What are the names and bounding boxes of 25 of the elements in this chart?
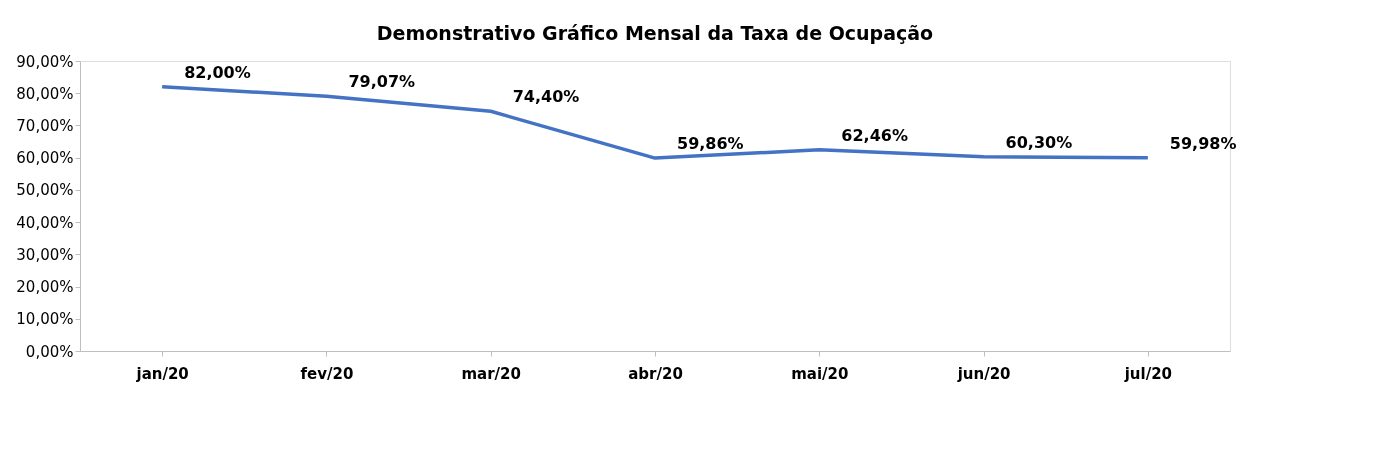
- y-tick-label: 50,00%: [16, 181, 74, 200]
- y-tick-label: 20,00%: [16, 278, 74, 297]
- data-label: 60,30%: [1005, 132, 1073, 152]
- x-tick-label: jan/20: [135, 364, 189, 383]
- x-tick-label: jun/20: [956, 364, 1011, 383]
- y-tick-label: 10,00%: [16, 310, 74, 329]
- chart-title: Demonstrativo Gráfico Mensal da Taxa de Ocupação: [376, 22, 934, 44]
- x-tick-label: mar/20: [461, 364, 521, 383]
- y-tick-label: 60,00%: [16, 149, 74, 168]
- x-tick-label: abr/20: [628, 364, 683, 383]
- data-label: 59,98%: [1169, 133, 1237, 153]
- data-label: 74,40%: [512, 87, 580, 107]
- data-label: 79,07%: [348, 72, 416, 92]
- data-label: 82,00%: [184, 62, 251, 82]
- y-tick-label: 30,00%: [16, 245, 74, 264]
- y-tick-label: 80,00%: [16, 84, 74, 103]
- y-tick-label: 40,00%: [16, 213, 74, 232]
- x-tick-label: mai/20: [791, 364, 849, 383]
- y-tick-label: 0,00%: [25, 342, 74, 361]
- y-tick-label: 70,00%: [16, 116, 74, 135]
- x-tick-label: jul/20: [1123, 364, 1173, 383]
- data-label: 59,86%: [677, 134, 744, 154]
- y-tick-label: 90,00%: [16, 52, 74, 71]
- x-tick-label: fev/20: [300, 364, 354, 383]
- data-label: 62,46%: [841, 125, 908, 145]
